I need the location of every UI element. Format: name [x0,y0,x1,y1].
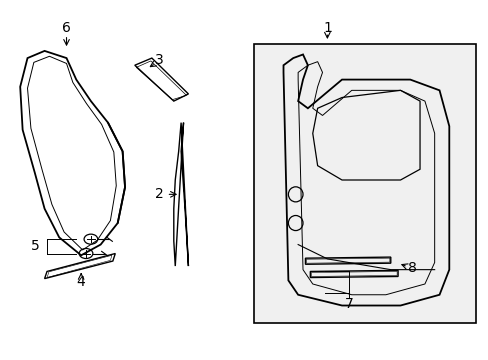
Text: 7: 7 [344,297,353,311]
Bar [254,44,475,323]
Text: 6: 6 [62,21,71,35]
Text: 1: 1 [322,21,331,35]
Text: 8: 8 [407,261,416,275]
Text: 5: 5 [30,239,39,253]
Text: 2: 2 [155,187,163,201]
Text: 4: 4 [77,275,85,289]
Text: 3: 3 [155,53,163,67]
